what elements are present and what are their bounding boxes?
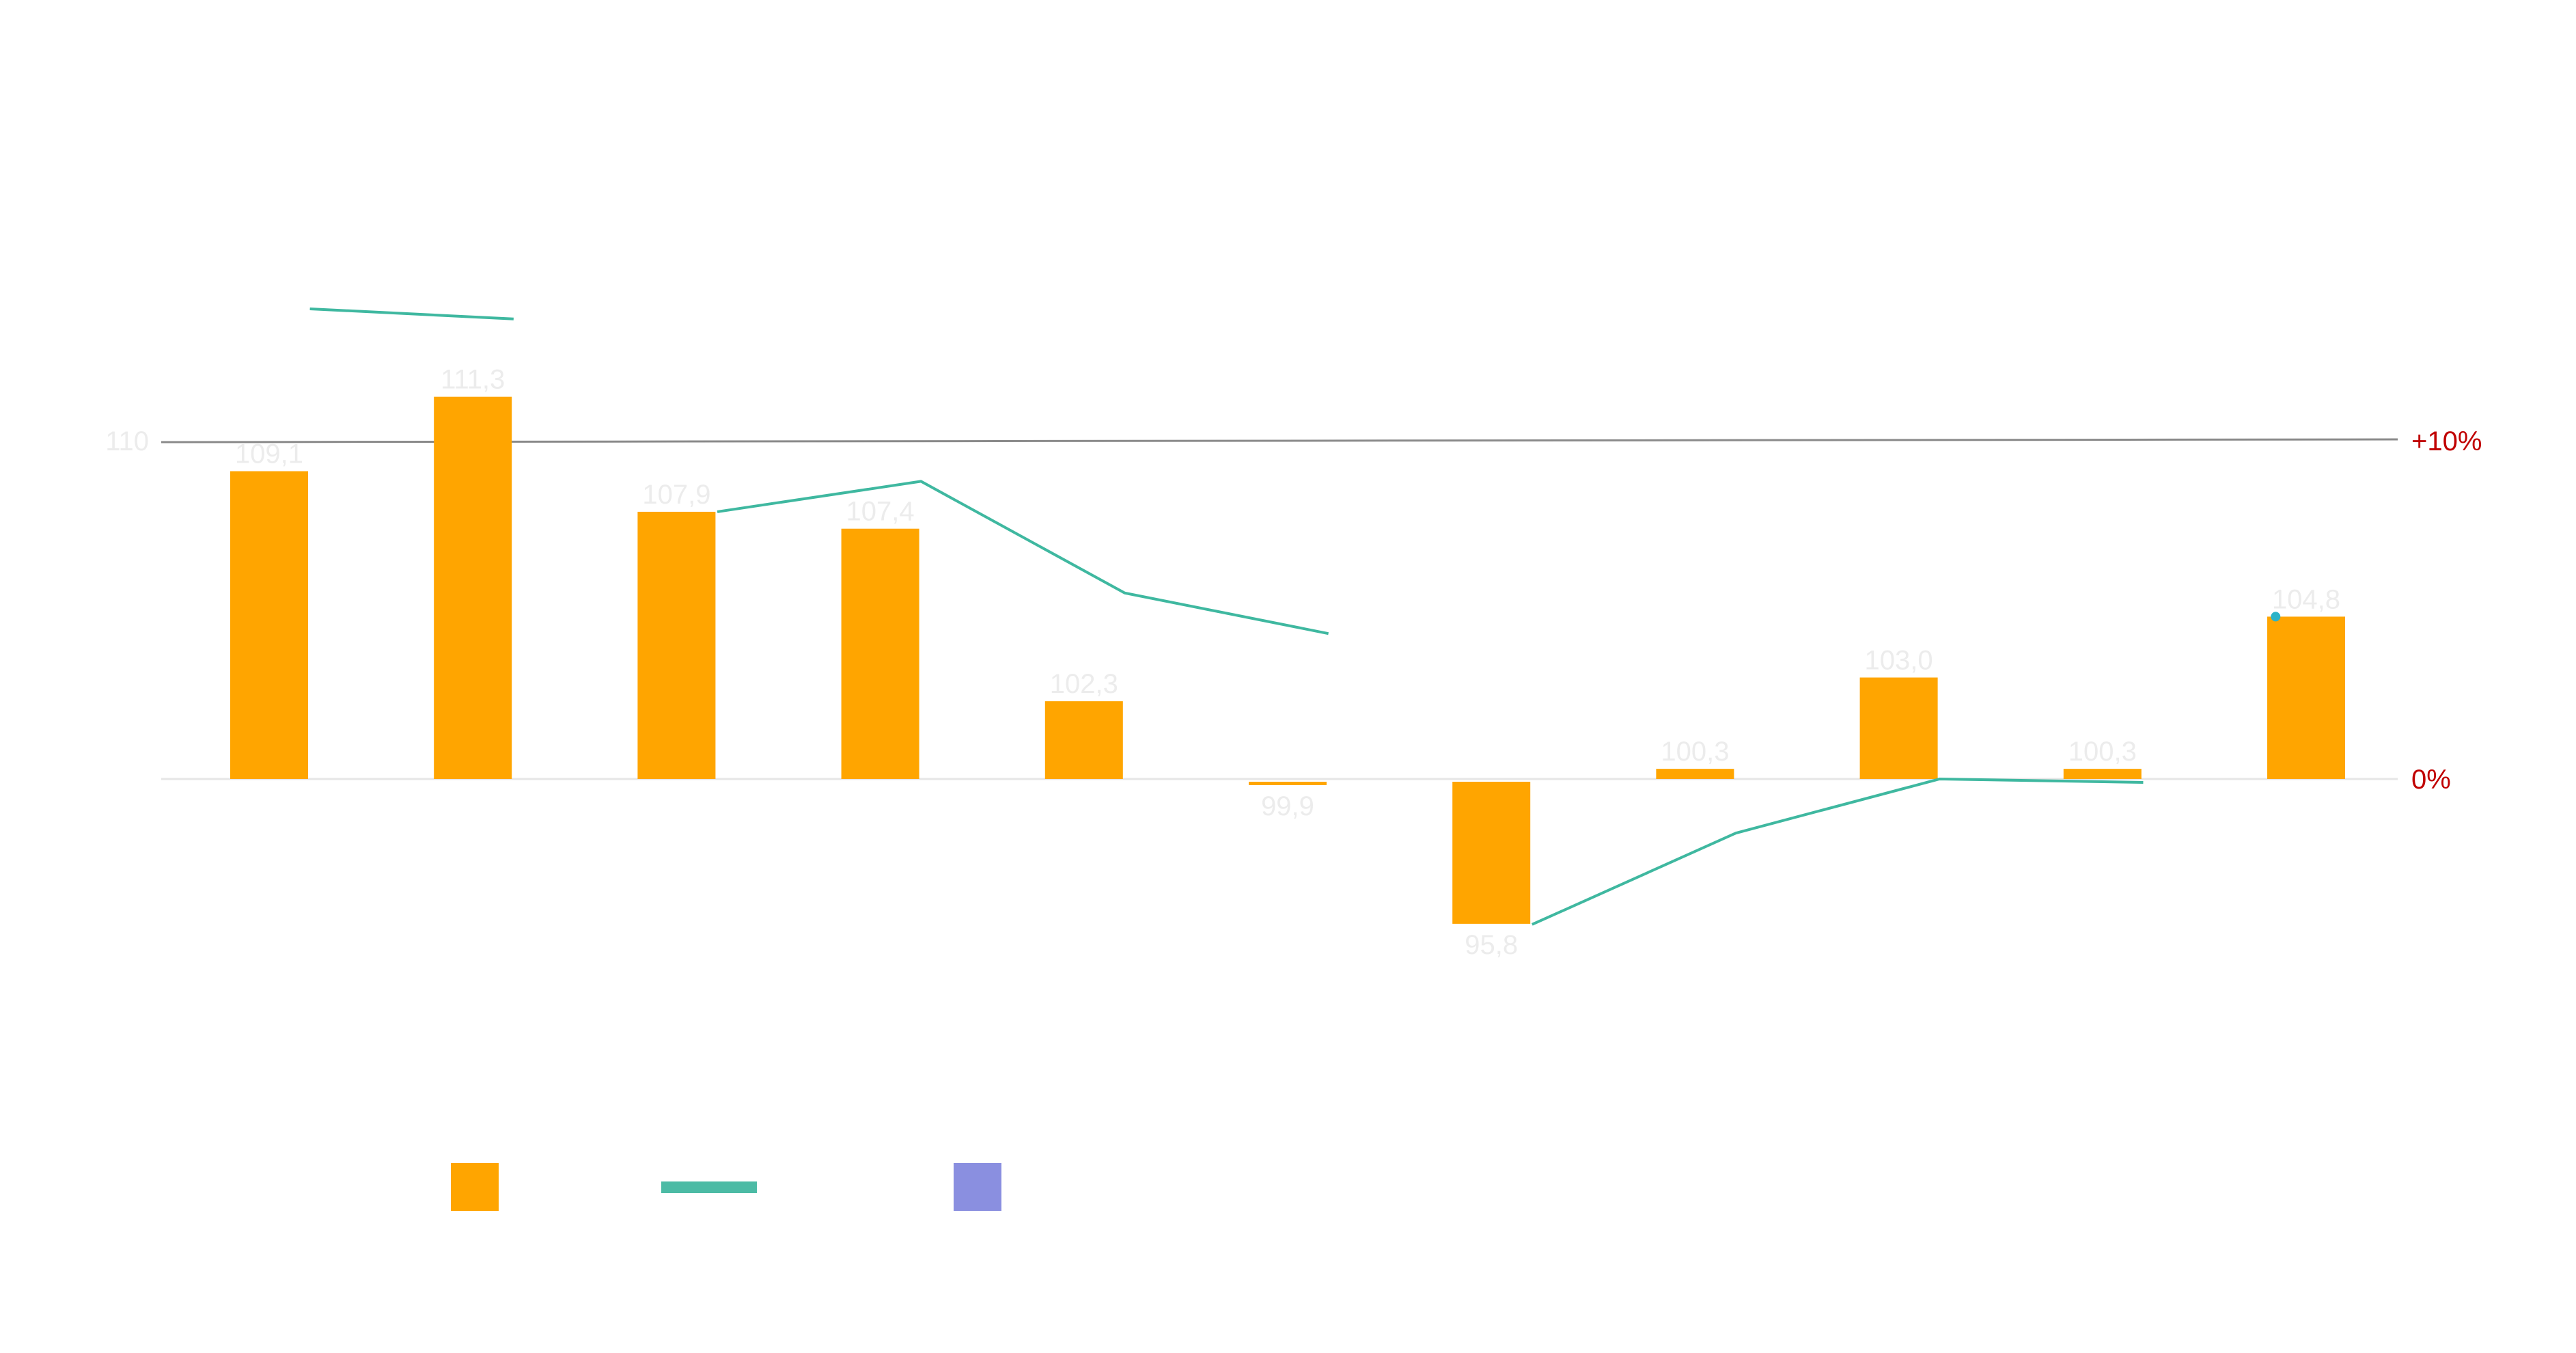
bar-value-label: 100,3 — [1661, 737, 1729, 767]
line-point — [2271, 612, 2281, 622]
line-series-segment — [1532, 778, 2144, 926]
bar — [1859, 677, 1938, 779]
bar — [841, 528, 919, 779]
legend-swatch — [451, 1163, 499, 1211]
bar — [230, 471, 308, 779]
bar-value-label: 100,3 — [2068, 737, 2137, 767]
right-tick-label: 0% — [2411, 765, 2451, 795]
bar — [1656, 769, 1734, 779]
bar — [1044, 701, 1123, 779]
bar-value-label: 102,3 — [1050, 669, 1118, 699]
bar — [2267, 616, 2345, 779]
right-tick-label: +10% — [2411, 426, 2482, 456]
bar-value-label: 104,8 — [2272, 584, 2340, 614]
bar-value-label: 107,9 — [642, 480, 710, 510]
legend-swatch-line — [661, 1181, 757, 1193]
line-series-segment — [717, 480, 1329, 636]
bar — [434, 396, 512, 779]
bar-value-label: 107,4 — [846, 497, 915, 527]
bar — [1249, 782, 1327, 785]
bar-value-label: 95,8 — [1465, 930, 1518, 960]
bar-value-label: 109,1 — [235, 439, 303, 469]
bar — [2063, 769, 2142, 779]
bar-value-label: 99,9 — [1261, 791, 1314, 821]
left-tick-label: 110 — [105, 426, 149, 456]
bar-value-label: 111,3 — [441, 365, 505, 395]
line-series-segment — [309, 307, 514, 320]
bar — [637, 511, 716, 779]
reference-line — [161, 438, 2398, 443]
bar — [1452, 782, 1531, 924]
legend-swatch — [954, 1163, 1001, 1211]
bar-value-label: 103,0 — [1865, 646, 1933, 676]
